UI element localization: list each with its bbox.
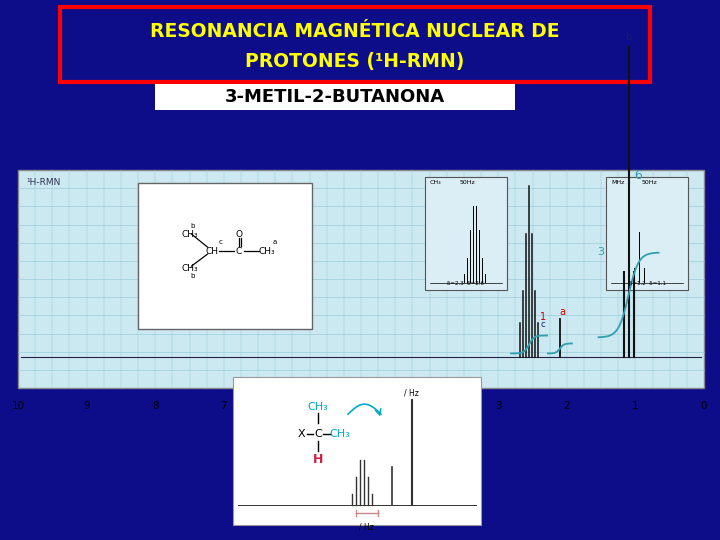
Text: O: O bbox=[235, 230, 242, 239]
Text: 7: 7 bbox=[220, 401, 227, 411]
Text: 2: 2 bbox=[564, 401, 570, 411]
Text: 1: 1 bbox=[632, 401, 639, 411]
FancyBboxPatch shape bbox=[155, 84, 515, 110]
FancyBboxPatch shape bbox=[233, 377, 481, 525]
Text: c: c bbox=[541, 320, 545, 329]
FancyBboxPatch shape bbox=[425, 177, 507, 290]
Text: b: b bbox=[626, 32, 631, 43]
Text: X: X bbox=[297, 429, 305, 439]
Text: 10: 10 bbox=[12, 401, 24, 411]
Text: CH₃: CH₃ bbox=[181, 264, 198, 273]
Text: CH: CH bbox=[205, 247, 218, 255]
Text: 50Hz: 50Hz bbox=[641, 179, 657, 185]
Text: δ=1.2  δ=1.1: δ=1.2 δ=1.1 bbox=[629, 281, 665, 286]
Text: RESONANCIA MAGNÉTICA NUCLEAR DE: RESONANCIA MAGNÉTICA NUCLEAR DE bbox=[150, 22, 559, 41]
Text: H: H bbox=[312, 453, 323, 465]
Text: CH₃: CH₃ bbox=[258, 247, 275, 255]
Text: 6: 6 bbox=[634, 170, 642, 183]
Text: C: C bbox=[235, 247, 242, 255]
Text: b: b bbox=[191, 273, 195, 279]
FancyBboxPatch shape bbox=[60, 7, 650, 82]
Text: CH₃: CH₃ bbox=[430, 179, 441, 185]
Text: 4: 4 bbox=[426, 401, 433, 411]
Text: / Hz: / Hz bbox=[359, 523, 374, 532]
Text: MHz: MHz bbox=[611, 179, 624, 185]
FancyBboxPatch shape bbox=[18, 170, 704, 388]
Text: c: c bbox=[218, 239, 222, 245]
Text: 8: 8 bbox=[152, 401, 158, 411]
Text: 1: 1 bbox=[540, 313, 546, 322]
Text: CH₃: CH₃ bbox=[330, 429, 351, 439]
Text: 0: 0 bbox=[701, 401, 707, 411]
Text: a: a bbox=[559, 307, 565, 318]
Text: 9: 9 bbox=[84, 401, 90, 411]
Text: 50Hz: 50Hz bbox=[459, 179, 475, 185]
Text: 3: 3 bbox=[495, 401, 502, 411]
Text: CH₃: CH₃ bbox=[307, 402, 328, 412]
Text: CH₃: CH₃ bbox=[181, 230, 198, 239]
Text: 3: 3 bbox=[597, 247, 604, 258]
FancyBboxPatch shape bbox=[138, 183, 312, 329]
Text: δ=2.3  δ=2.6: δ=2.3 δ=2.6 bbox=[447, 281, 484, 286]
Text: ¹H-RMN: ¹H-RMN bbox=[26, 178, 60, 187]
Text: PROTONES (¹H-RMN): PROTONES (¹H-RMN) bbox=[246, 51, 464, 71]
Text: 3-METIL-2-BUTANONA: 3-METIL-2-BUTANONA bbox=[225, 88, 445, 106]
Text: C: C bbox=[314, 429, 322, 439]
Text: a: a bbox=[272, 239, 276, 245]
Text: / Hz: / Hz bbox=[404, 388, 419, 397]
FancyBboxPatch shape bbox=[606, 177, 688, 290]
Text: δ (ppm): δ (ppm) bbox=[339, 413, 383, 423]
Text: 6: 6 bbox=[289, 401, 296, 411]
Text: b: b bbox=[191, 223, 195, 229]
Text: 5: 5 bbox=[358, 401, 364, 411]
